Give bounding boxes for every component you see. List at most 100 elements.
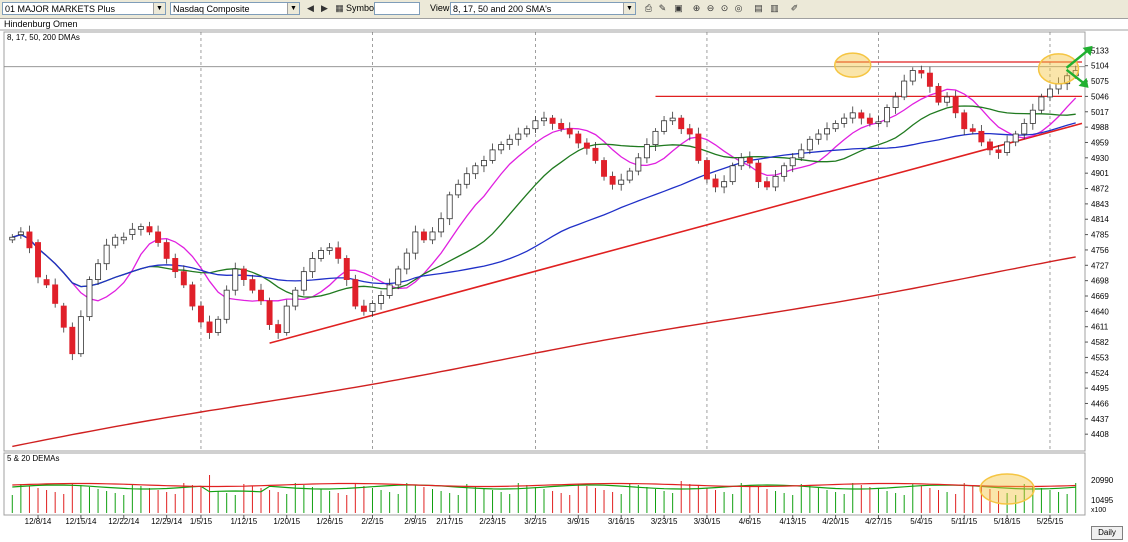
volume-y-axis: 20990 10495 x100 [1091,476,1114,514]
x-tick-label: 2/23/15 [479,517,506,526]
candle-body [137,226,144,230]
candle-body [609,175,616,185]
candle-body [986,141,993,151]
candle-body [266,300,273,325]
view-select[interactable]: 8, 17, 50 and 200 SMA's ▼ [450,2,636,15]
sma-200-line [12,256,1076,448]
price-panel [3,31,1086,452]
candle-body [386,284,393,296]
zoom-in-icon[interactable]: ⊕ [692,3,701,13]
dema-lines [12,482,1076,493]
candle-body [566,128,573,135]
x-tick-label: 1/12/15 [230,517,257,526]
candle-body [335,247,342,259]
candle-body [926,72,933,87]
zoom-fit-icon[interactable]: ◎ [734,3,743,13]
y-tick-label: 4495 [1091,384,1109,393]
y-tick-label: 4872 [1091,185,1109,194]
candle-body [669,117,676,122]
y-tick-label: 4959 [1091,138,1109,147]
x-tick-label: 12/8/14 [25,517,52,526]
candlesticks [9,65,1079,361]
candle-body [480,160,487,167]
candle-body [1064,75,1071,85]
candle-body [1012,133,1019,143]
x-tick-label: 2/2/15 [361,517,384,526]
x-tick-label: 3/23/15 [651,517,678,526]
candle-body [901,80,908,98]
rising-trend-line [269,122,1083,344]
candle-body [643,144,650,159]
candle-body [601,160,608,177]
candle-body [420,231,427,241]
candle-body [95,263,102,280]
zoom-reset-icon[interactable]: ⊙ [720,3,729,13]
highlight-ellipse [979,473,1035,505]
stock-chart: Hindenburg Omen 8, 17, 50, 200 DMAs 5133… [0,19,1128,526]
y-tick-label: 4930 [1091,154,1109,163]
candle-body [360,305,367,312]
candle-body [1038,96,1045,111]
up-arrow-icon [1065,48,1090,69]
zoom-out-icon[interactable]: ⊖ [706,3,715,13]
candle-body [721,181,728,188]
paint-icon[interactable]: ✐ [790,3,799,13]
candle-body [446,194,453,220]
print-icon[interactable]: ⎙ [644,3,653,13]
x-tick-label: 4/27/15 [865,517,892,526]
volume-legend: 5 & 20 DEMAs [7,454,59,463]
left-arrow-icon[interactable]: ◀ [307,3,314,13]
y-tick-label: 4553 [1091,353,1109,362]
symbol-input[interactable] [374,2,420,15]
candle-body [215,318,222,333]
candle-body [738,157,745,167]
candle-body [789,157,796,167]
columns-icon[interactable]: ▥ [770,3,779,13]
candle-body [832,123,839,130]
candle-body [26,231,33,249]
candle-body [249,279,256,291]
candle-body [395,268,402,286]
annotations [833,45,1093,88]
right-arrow-icon[interactable]: ▶ [321,3,328,13]
sma-17-line [12,105,1076,298]
candle-body [806,138,813,151]
view-label: View: [430,3,452,13]
y-tick-label: 4437 [1091,415,1109,424]
candle-body [549,117,556,124]
table-icon[interactable]: ▤ [754,3,763,13]
candle-body [240,268,247,280]
y-tick-label: 4756 [1091,246,1109,255]
candle-body [1047,88,1053,98]
candle-body [180,271,187,286]
save-icon[interactable]: ▣ [674,3,683,13]
candle-body [472,165,479,175]
candle-body [77,316,84,355]
list-select[interactable]: 01 MAJOR MARKETS Plus ▼ [2,2,166,15]
candle-body [403,252,410,270]
x-tick-label: 3/2/15 [524,517,547,526]
daily-button[interactable]: Daily [1091,526,1123,540]
x-tick-label: 1/26/15 [316,517,343,526]
edit-icon[interactable]: ✎ [658,3,667,13]
y-tick-label: 5046 [1091,92,1109,101]
x-tick-label: 3/16/15 [608,517,635,526]
volume-unit-label: x100 [1091,507,1106,514]
candle-body [944,96,951,103]
y-tick-label: 4640 [1091,307,1109,316]
y-tick-label: 5017 [1091,108,1109,117]
chevron-down-icon[interactable]: ▼ [287,3,299,14]
x-tick-label: 5/11/15 [951,517,978,526]
candle-body [163,242,170,259]
chevron-down-icon[interactable]: ▼ [623,3,635,14]
candle-body [1004,141,1011,153]
index-select[interactable]: Nasdaq Composite ▼ [170,2,300,15]
volume-annotation [979,473,1035,505]
symbol-icon: ▦ [335,3,344,13]
candle-body [703,160,710,180]
y-tick-label: 4727 [1091,261,1109,270]
x-tick-label: 12/29/14 [151,517,183,526]
chevron-down-icon[interactable]: ▼ [153,3,165,14]
candle-body [223,289,230,320]
candle-body [978,130,985,143]
